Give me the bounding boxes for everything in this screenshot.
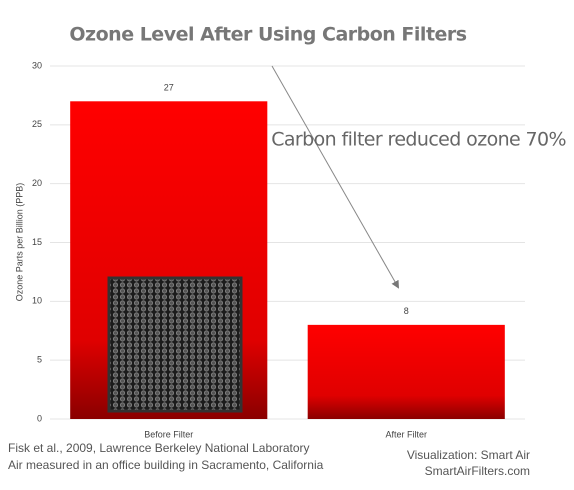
value-label: 27 <box>164 83 174 93</box>
y-tick-label: 25 <box>32 119 42 129</box>
x-tick-label: After Filter <box>385 429 427 439</box>
filter-image <box>107 276 243 413</box>
x-tick-label: Before Filter <box>144 429 193 439</box>
annotation: Carbon filter reduced ozone 70% <box>271 129 566 151</box>
y-tick-label: 0 <box>37 413 42 423</box>
credit-note: Visualization: Smart Air <box>407 448 530 462</box>
y-tick-label: 10 <box>32 296 42 306</box>
value-label: 8 <box>404 306 409 316</box>
credit-note: SmartAirFilters.com <box>425 464 530 478</box>
y-axis-label: Ozone Parts per Billion (PPB) <box>14 183 24 302</box>
y-tick-label: 30 <box>32 60 42 70</box>
chart-title: Ozone Level After Using Carbon Filters <box>69 24 466 46</box>
y-tick-label: 20 <box>32 178 42 188</box>
arrow <box>271 65 399 289</box>
source-note: Fisk et al., 2009, Lawrence Berkeley Nat… <box>8 441 310 455</box>
bar <box>307 324 505 419</box>
y-tick-label: 5 <box>37 355 42 365</box>
y-tick-label: 15 <box>32 237 42 247</box>
source-note: Air measured in an office building in Sa… <box>8 458 324 472</box>
